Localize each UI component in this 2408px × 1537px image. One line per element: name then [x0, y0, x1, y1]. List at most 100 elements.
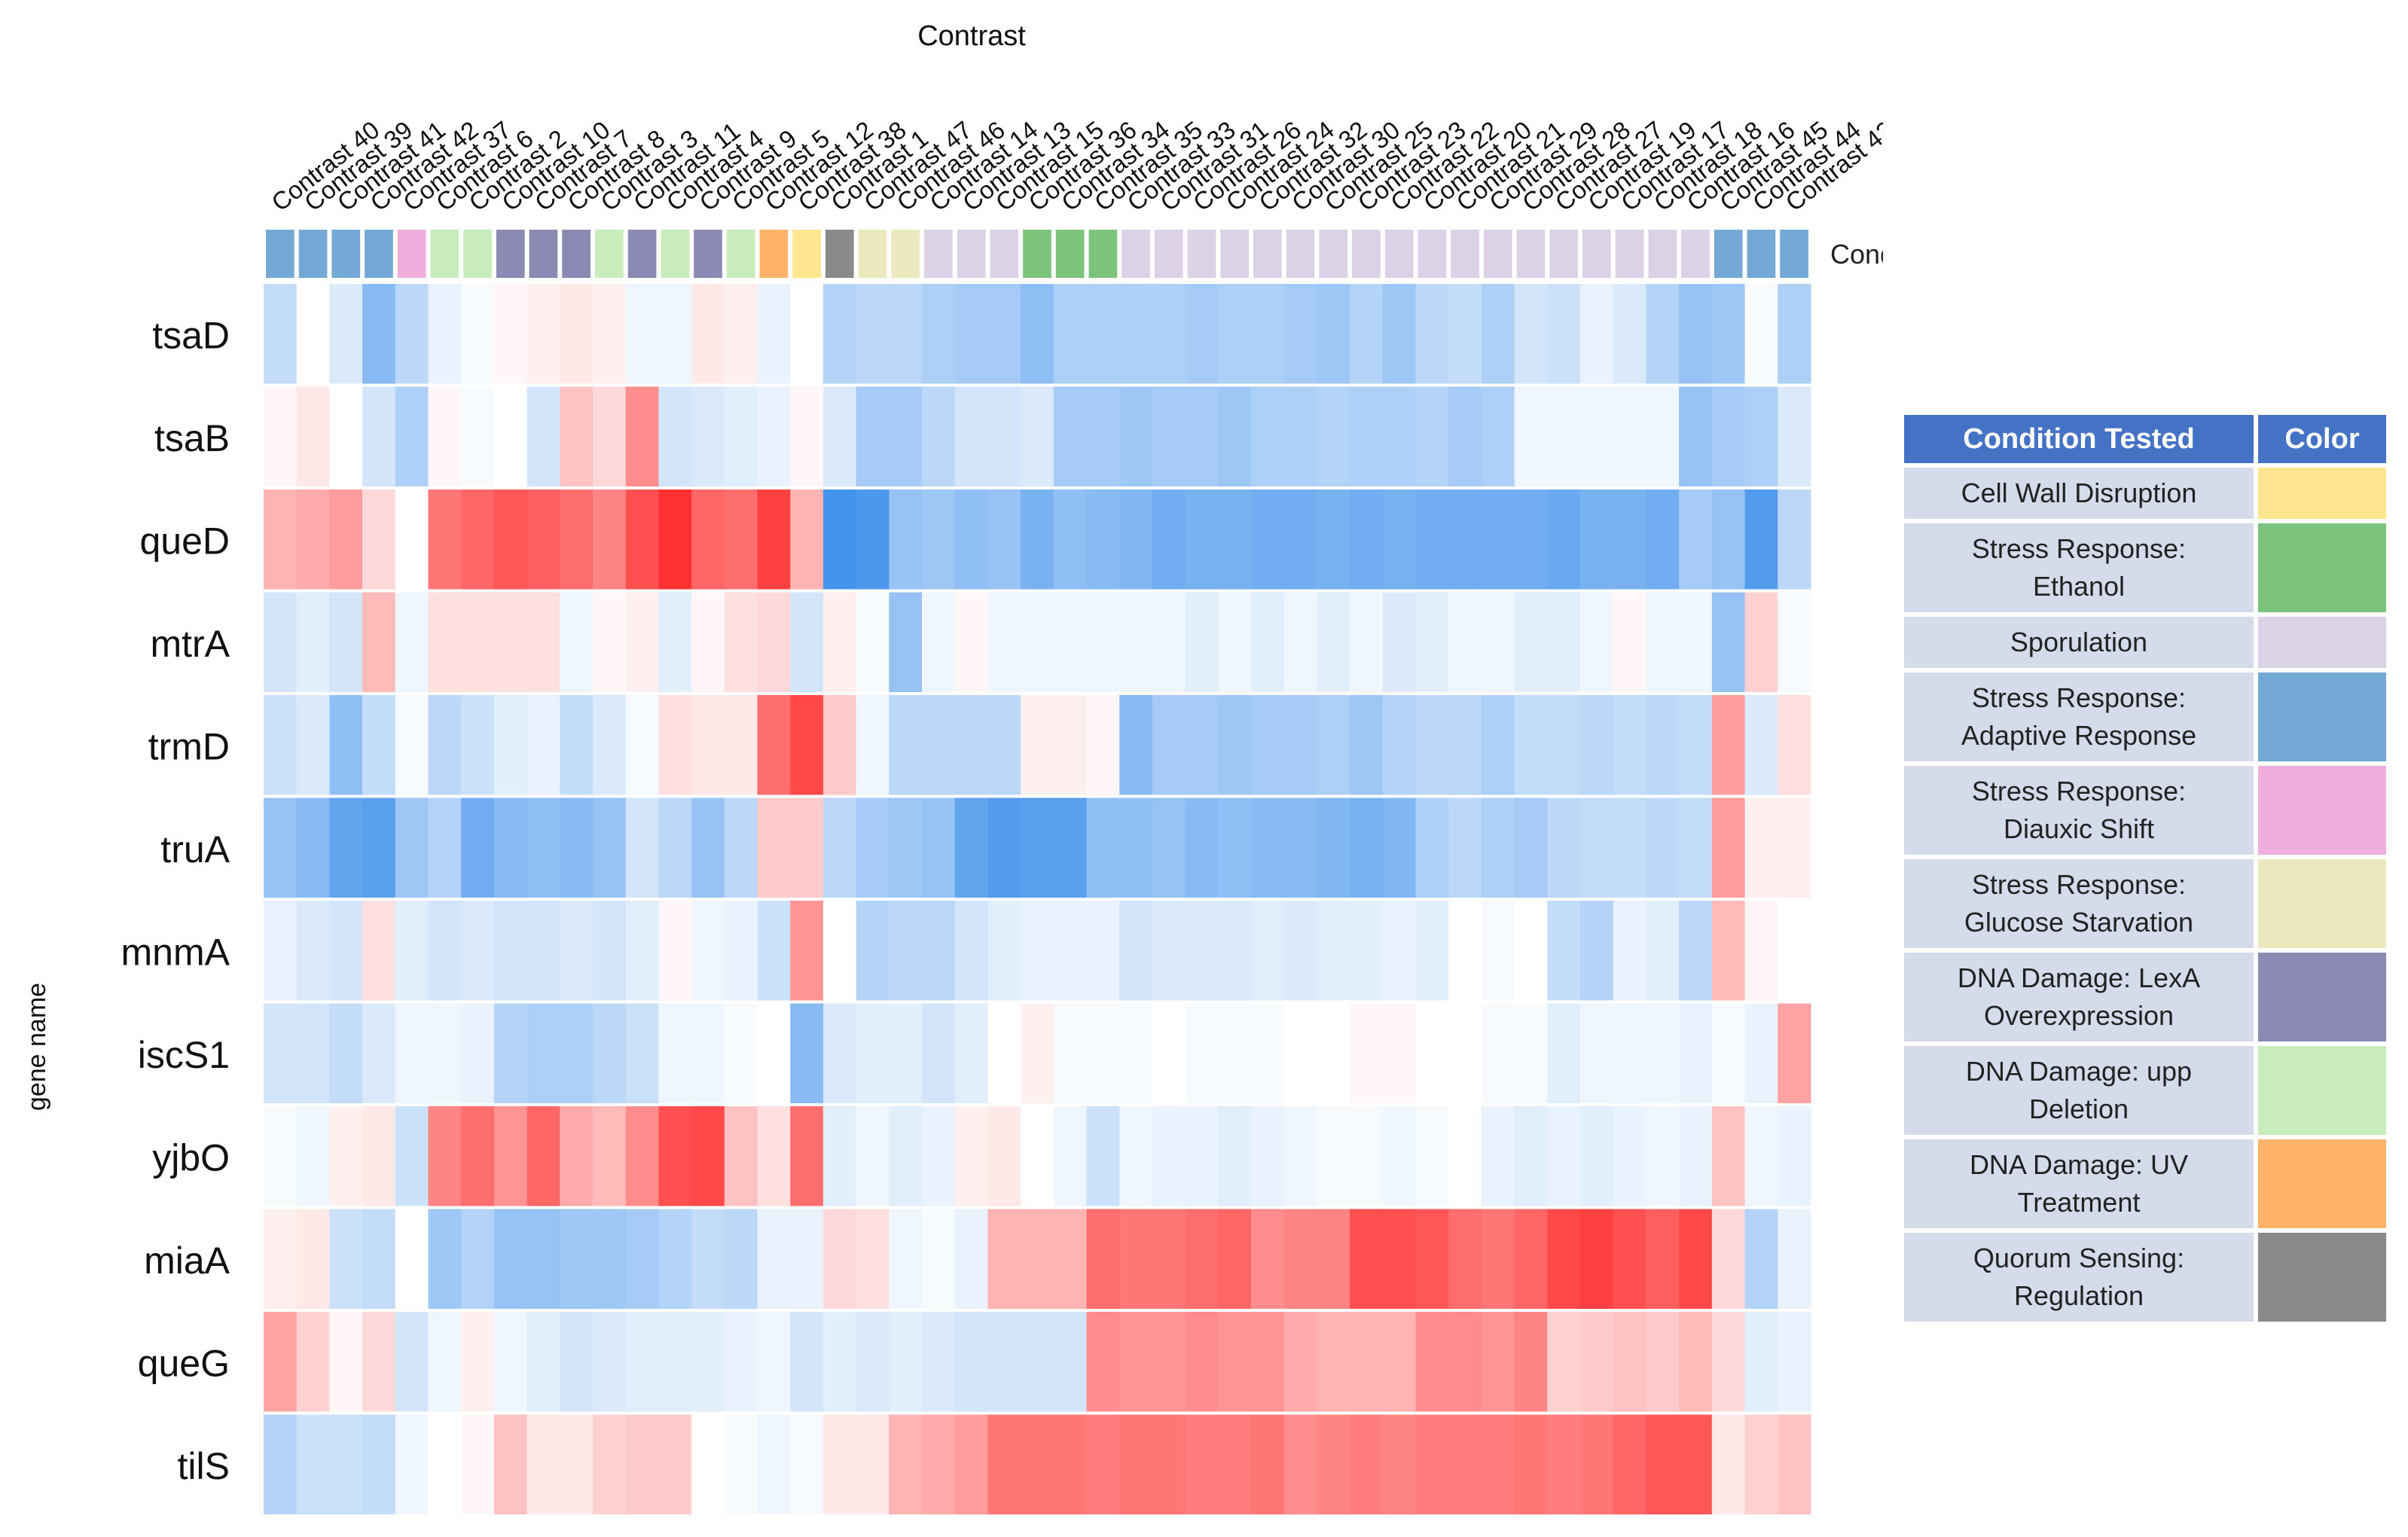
heatmap-cell — [889, 592, 923, 692]
legend-condition-name: Cell Wall Disruption — [1904, 468, 2254, 519]
legend-row: Quorum Sensing: Regulation — [1904, 1233, 2386, 1322]
heatmap-cell — [1679, 1209, 1713, 1309]
heatmap-cell — [1119, 901, 1153, 1001]
heatmap-cell — [1448, 284, 1482, 384]
row-label: yjbO — [152, 1136, 230, 1179]
condition-swatch — [1516, 230, 1546, 278]
heatmap-cell — [1021, 797, 1054, 898]
heatmap-cell — [1283, 1414, 1317, 1514]
heatmap-cell — [889, 1003, 923, 1103]
heatmap-cell — [428, 1106, 462, 1206]
heatmap-cell — [1119, 284, 1153, 384]
heatmap-cell — [1514, 1003, 1548, 1103]
heatmap-cell — [329, 1003, 363, 1103]
row-label: tsaD — [152, 314, 230, 356]
condition-swatch — [1451, 230, 1479, 278]
heatmap-cell — [790, 386, 824, 486]
heatmap-cell — [1646, 284, 1680, 384]
heatmap-cell — [954, 695, 988, 795]
heatmap-cell — [264, 1106, 298, 1206]
heatmap-cell — [954, 1106, 988, 1206]
heatmap-cell — [362, 797, 396, 898]
heatmap-cell — [1251, 797, 1285, 898]
heatmap-cell — [593, 1106, 627, 1206]
heatmap-cell — [1317, 1003, 1350, 1103]
heatmap-cell — [395, 1209, 429, 1309]
heatmap-cell — [922, 592, 956, 692]
heatmap-cell — [1350, 592, 1384, 692]
heatmap-cell — [362, 386, 396, 486]
legend-condition-line1: DNA Damage: LexA — [1957, 962, 2201, 993]
legend-condition-line2: Deletion — [2028, 1093, 2129, 1124]
condition-swatch — [1319, 230, 1348, 278]
heatmap-cell — [1317, 901, 1350, 1001]
heatmap-cell — [1053, 386, 1088, 486]
heatmap-cell — [1580, 1209, 1614, 1309]
legend-row: Stress Response: Ethanol — [1904, 523, 2386, 612]
heatmap-cell — [889, 1106, 923, 1206]
heatmap-cell — [724, 797, 758, 898]
condition-swatch — [990, 230, 1019, 278]
heatmap-cell — [1021, 901, 1054, 1001]
heatmap-cell — [658, 695, 692, 795]
heatmap-cell — [1251, 284, 1285, 384]
heatmap-cell — [1283, 489, 1317, 590]
heatmap-cell — [1185, 1209, 1219, 1309]
heatmap-cell — [461, 592, 495, 692]
heatmap-cell — [1119, 797, 1153, 898]
heatmap-cell — [1382, 1209, 1417, 1309]
heatmap-cell — [1152, 695, 1186, 795]
heatmap-cell — [493, 1414, 528, 1514]
heatmap-cell — [1382, 797, 1417, 898]
heatmap-cell — [757, 1312, 791, 1412]
heatmap-cell — [296, 695, 330, 795]
condition-swatch — [595, 230, 624, 278]
heatmap-cell — [1021, 1414, 1054, 1514]
heatmap-cell — [428, 592, 462, 692]
heatmap-cell — [1448, 386, 1482, 486]
heatmap-cell — [724, 284, 758, 384]
heatmap-cell — [954, 901, 988, 1001]
condition-swatch — [1747, 230, 1776, 278]
heatmap-cell — [1415, 1312, 1449, 1412]
heatmap-cell — [823, 1414, 857, 1514]
heatmap-cell — [1086, 695, 1120, 795]
heatmap-cell — [296, 1414, 330, 1514]
condition-swatch — [858, 230, 887, 278]
heatmap-cell — [1448, 695, 1482, 795]
condition-swatch — [1220, 230, 1249, 278]
heatmap-cell — [823, 1312, 857, 1412]
legend-condition-line1: Cell Wall Disruption — [1961, 477, 2197, 508]
condition-swatch — [825, 230, 854, 278]
legend-condition-line1: DNA Damage: upp — [1965, 1056, 2193, 1087]
heatmap-cell — [1679, 1003, 1713, 1103]
heatmap-cell — [1613, 901, 1647, 1001]
heatmap-cell — [1185, 797, 1219, 898]
heatmap-cell — [987, 1106, 1021, 1206]
heatmap-cell — [658, 1106, 692, 1206]
heatmap-cells — [264, 284, 1811, 1514]
heatmap-cell — [1778, 1209, 1811, 1309]
heatmap-cell — [362, 284, 396, 384]
condition-swatch — [1681, 230, 1710, 278]
heatmap-cell — [1778, 1003, 1811, 1103]
condition-swatch — [1483, 230, 1512, 278]
heatmap-cell — [1185, 1414, 1219, 1514]
heatmap-cell — [1251, 901, 1285, 1001]
condition-swatch — [1154, 230, 1183, 278]
heatmap-cell — [593, 695, 627, 795]
heatmap-cell — [1119, 1414, 1153, 1514]
heatmap-cell — [1547, 1106, 1581, 1206]
heatmap-cell — [593, 1414, 627, 1514]
row-label: queG — [138, 1342, 230, 1384]
heatmap-cell — [526, 1312, 560, 1412]
heatmap-cell — [889, 1312, 923, 1412]
heatmap-cell — [691, 1414, 725, 1514]
heatmap-cell — [856, 901, 890, 1001]
heatmap-cell — [461, 797, 495, 898]
legend-color-swatch — [2258, 766, 2386, 855]
condition-swatch — [1122, 230, 1150, 278]
heatmap-cell — [1481, 592, 1515, 692]
heatmap-cell — [1679, 284, 1713, 384]
